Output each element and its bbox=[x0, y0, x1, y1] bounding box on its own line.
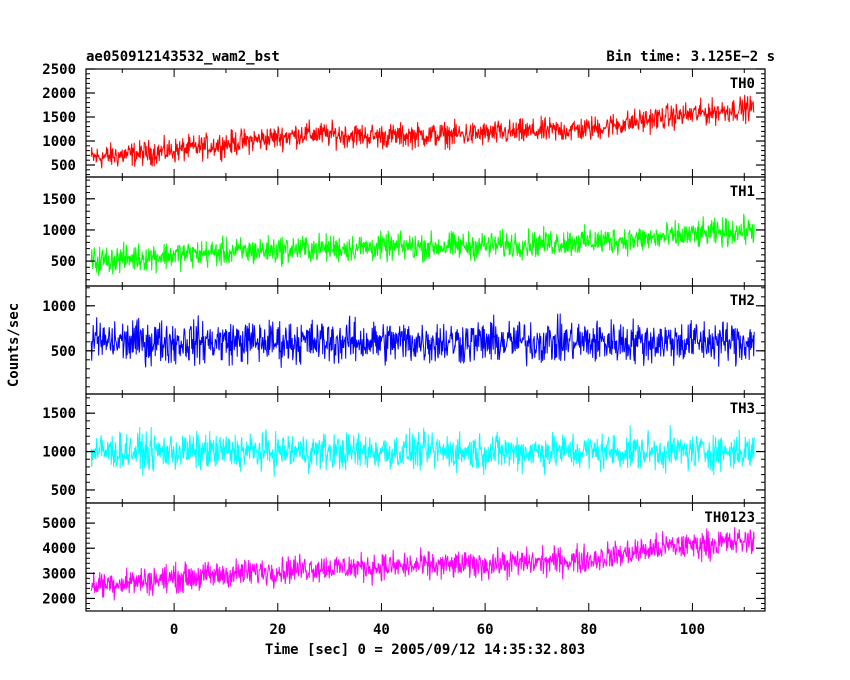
series-line-th0123 bbox=[90, 527, 755, 601]
x-tick-label: 0 bbox=[170, 622, 178, 638]
x-tick-label: 40 bbox=[373, 622, 390, 638]
x-axis-label: Time [sec] 0 = 2005/09/12 14:35:32.803 bbox=[265, 642, 585, 658]
panel-label-th0: TH0 bbox=[730, 76, 755, 92]
y-tick-label: 500 bbox=[51, 158, 76, 174]
panel-th2: 500 1000 TH2 bbox=[42, 285, 766, 395]
bin-time-label: Bin time: 3.125E−2 s bbox=[606, 49, 775, 65]
panel-label-th3: TH3 bbox=[730, 401, 755, 417]
y-tick-label: 5000 bbox=[42, 516, 76, 532]
y-tick-label: 4000 bbox=[42, 541, 76, 557]
y-tick-label: 2500 bbox=[42, 62, 76, 78]
series-line-th0 bbox=[90, 94, 755, 169]
panel-th0: 500 1000 1500 2000 2500 TH0 bbox=[42, 62, 766, 178]
y-tick-label: 1500 bbox=[42, 110, 76, 126]
panel-label-th1: TH1 bbox=[730, 184, 755, 200]
x-axis: 0 20 40 60 80 100 bbox=[170, 622, 705, 638]
chart-title: ae050912143532_wam2_bst bbox=[86, 49, 280, 65]
series-line-th1 bbox=[90, 213, 755, 276]
y-tick-label: 1500 bbox=[42, 192, 76, 208]
y-tick-label: 500 bbox=[51, 254, 76, 270]
series-line-th2 bbox=[90, 313, 755, 368]
y-tick-label: 500 bbox=[51, 483, 76, 499]
y-tick-label: 1500 bbox=[42, 406, 76, 422]
x-tick-label: 100 bbox=[680, 622, 705, 638]
y-tick-label: 1000 bbox=[42, 134, 76, 150]
y-tick-label: 500 bbox=[51, 344, 76, 360]
panel-th0123: 2000 3000 4000 5000 TH0123 bbox=[42, 502, 766, 612]
panel-label-th0123: TH0123 bbox=[704, 510, 755, 526]
y-tick-label: 2000 bbox=[42, 591, 76, 607]
panel-th3: 500 1000 1500 TH3 bbox=[42, 393, 766, 504]
y-tick-label: 1000 bbox=[42, 223, 76, 239]
series-line-th3 bbox=[90, 425, 755, 477]
x-tick-label: 80 bbox=[580, 622, 597, 638]
panel-frame bbox=[85, 176, 766, 287]
panels-group: 500 1000 1500 2000 2500 TH0 500 1000 1500 TH1 500 1… bbox=[42, 62, 766, 612]
x-tick-label: 60 bbox=[477, 622, 494, 638]
x-tick-label: 20 bbox=[269, 622, 286, 638]
panel-label-th2: TH2 bbox=[730, 293, 755, 309]
y-tick-label: 2000 bbox=[42, 86, 76, 102]
panel-th1: 500 1000 1500 TH1 bbox=[42, 176, 766, 287]
panel-frame bbox=[85, 502, 766, 612]
y-tick-label: 1000 bbox=[42, 299, 76, 315]
y-axis-label: Counts/sec bbox=[6, 303, 22, 387]
y-tick-label: 3000 bbox=[42, 566, 76, 582]
y-tick-label: 1000 bbox=[42, 445, 76, 461]
